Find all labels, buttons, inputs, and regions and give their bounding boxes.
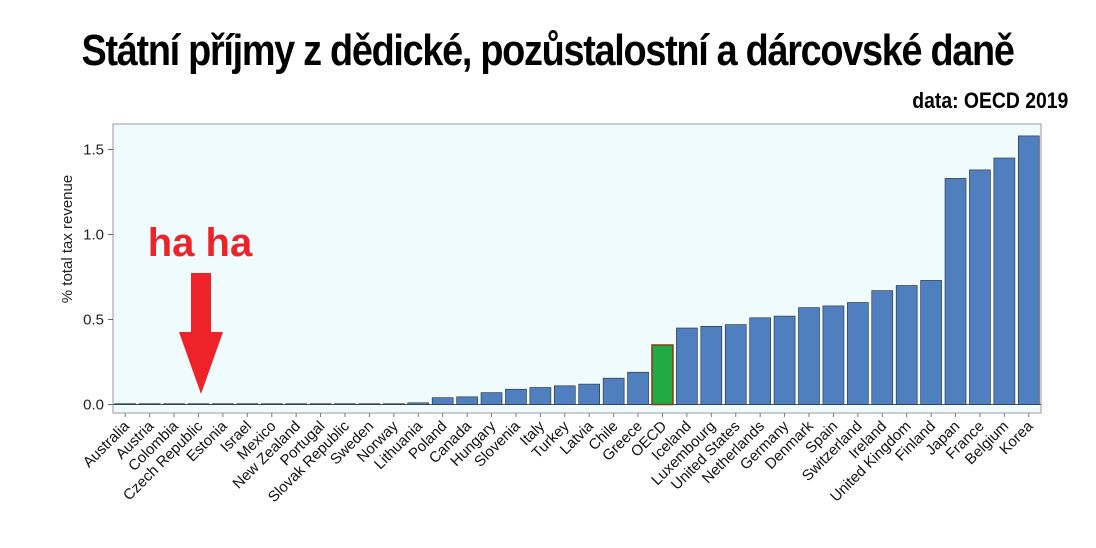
bar — [1017, 135, 1040, 405]
bar — [749, 317, 771, 405]
bar — [700, 325, 723, 405]
bar — [309, 403, 332, 405]
bar — [383, 403, 405, 405]
bar — [163, 403, 185, 405]
bar — [969, 169, 991, 405]
y-tick-label: 1.0 — [83, 227, 104, 244]
y-tick-label: 0.5 — [83, 312, 104, 329]
bar — [529, 387, 552, 405]
annotation-text: ha ha — [148, 221, 253, 265]
bar — [847, 302, 869, 405]
bar — [260, 403, 283, 405]
bar — [212, 403, 234, 405]
bar — [602, 377, 625, 405]
bar — [431, 397, 454, 405]
arrow-down-icon — [179, 273, 223, 394]
y-tick-label: 1.5 — [83, 142, 104, 159]
bar — [480, 392, 503, 405]
bar — [773, 315, 796, 405]
bar — [236, 403, 259, 405]
y-tick-label: 0.0 — [83, 397, 104, 414]
bar — [138, 403, 161, 405]
bar — [456, 396, 478, 405]
bar — [944, 178, 967, 405]
bar — [798, 307, 820, 405]
bar — [895, 285, 918, 405]
data-source-label: data: OECD 2019 — [911, 88, 1068, 113]
bar — [553, 385, 576, 405]
bar — [627, 371, 649, 405]
bar — [871, 290, 894, 405]
bar — [578, 383, 601, 405]
bar — [358, 403, 381, 405]
y-axis: 0.0 0.5 1.0 1.5 — [83, 142, 113, 414]
bar — [285, 403, 307, 405]
bar — [724, 324, 747, 405]
bar — [407, 402, 430, 405]
y-axis-label: % total tax revenue — [59, 175, 76, 303]
bar — [676, 327, 698, 405]
page-title: Státní příjmy z dědické, pozůstalostní a… — [81, 26, 1015, 75]
annotation: ha ha — [148, 221, 253, 394]
bars-group — [113, 135, 1041, 406]
bar — [187, 403, 210, 405]
bar — [334, 403, 356, 405]
bar — [920, 280, 942, 405]
bar — [993, 157, 1016, 405]
bar — [505, 388, 527, 405]
bar — [822, 305, 845, 405]
bar — [114, 403, 137, 405]
bar-oecd-highlight — [651, 344, 674, 406]
